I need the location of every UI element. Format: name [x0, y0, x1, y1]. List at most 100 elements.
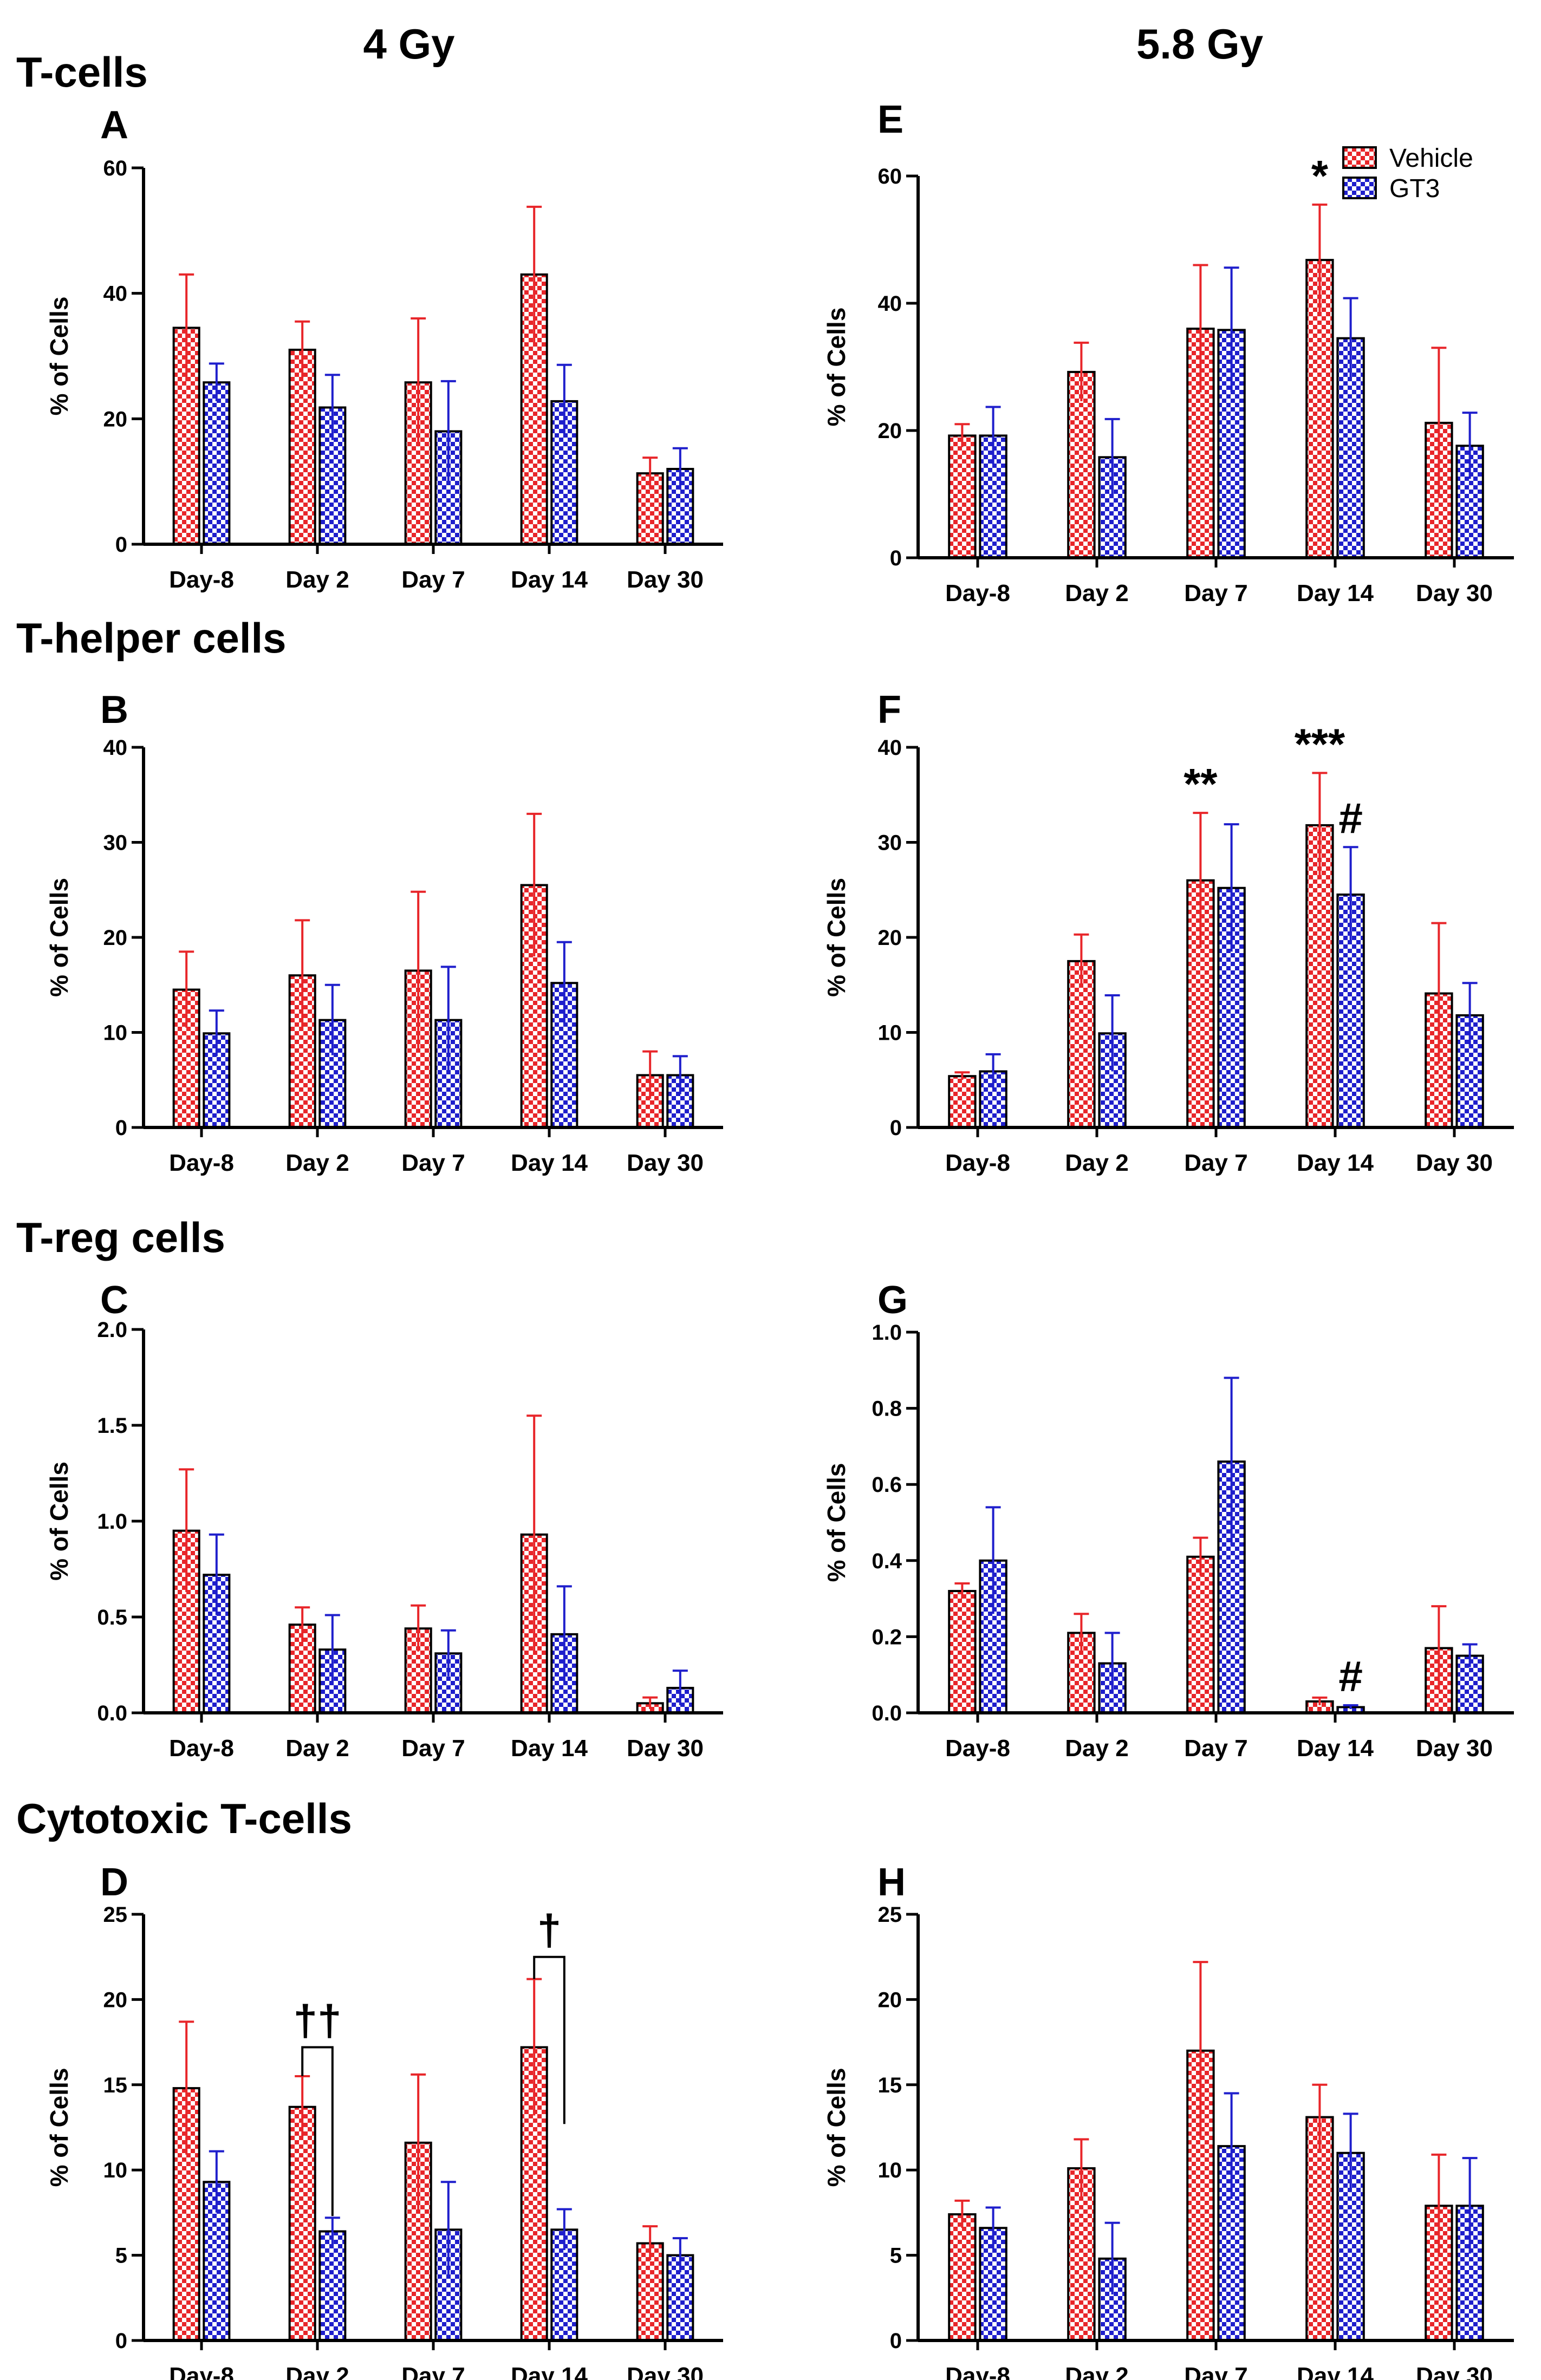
- x-tick-label-g-day-8: Day-8: [945, 1735, 1010, 1762]
- y-axis-label-a: % of Cells: [45, 297, 73, 416]
- panel-c-chart: C % of Cells 0.0 0.5 1.0 1.5 2.0 Day-8 Day 2 Day …: [45, 1279, 723, 1762]
- x-tick-label-g-day-30: Day 30: [1416, 1735, 1493, 1762]
- significance-marker-g-0: #: [1338, 1652, 1363, 1700]
- x-tick-label-f-day-30: Day 30: [1416, 1150, 1493, 1176]
- panel-g-chart: G % of Cells 0.0 0.2 0.4 0.6 0.8 1.0 Day-8 Day 2 D…: [822, 1279, 1514, 1762]
- x-tick-label-d-day-7: Day 7: [401, 2363, 465, 2380]
- y-tick-label-d-0: 0: [115, 2329, 127, 2353]
- bar-e-vehicle-day-8: [948, 434, 977, 559]
- x-tick-label-f-day-14: Day 14: [1297, 1150, 1374, 1176]
- x-tick-label-f-day-8: Day-8: [945, 1150, 1010, 1176]
- y-tick-label-f-0: 0: [890, 1116, 902, 1140]
- bar-f-vehicle-day-8: [948, 1075, 977, 1129]
- panel-d-chart: D % of Cells 0 5 10 15 20 25 Day-8 Day 2 Day 7 Day …: [45, 1861, 723, 2380]
- y-tick-label-g-3: 0.6: [872, 1473, 902, 1497]
- bar-d-vehicle-day-2: [288, 2105, 316, 2342]
- y-axis-label-f: % of Cells: [822, 878, 850, 997]
- significance-marker-f-2: #: [1338, 794, 1363, 842]
- bar-d-gt3-day-2: [318, 2230, 347, 2342]
- x-tick-label-e-day-8: Day-8: [945, 580, 1010, 607]
- y-tick-label-h-4: 20: [878, 1988, 902, 2012]
- legend-label-vehicle: Vehicle: [1389, 144, 1473, 173]
- bar-a-vehicle-day-2: [288, 348, 316, 546]
- y-tick-label-d-2: 10: [103, 2159, 128, 2182]
- bar-f-gt3-day-30: [1455, 1014, 1484, 1129]
- y-axis-label-h: % of Cells: [822, 2068, 850, 2187]
- panel-a-chart: A % of Cells 0 20 40 60 Day-8 Day 2 Day 7 Day 14 D…: [45, 103, 723, 593]
- panel-letter-f: F: [877, 688, 901, 732]
- y-tick-label-e-0: 0: [890, 546, 902, 570]
- bar-h-vehicle-day-8: [948, 2213, 977, 2342]
- x-tick-label-d-day-2: Day 2: [285, 2363, 349, 2380]
- y-axis-label-e: % of Cells: [822, 308, 850, 427]
- y-tick-label-f-2: 20: [878, 926, 902, 950]
- y-tick-label-e-1: 20: [878, 419, 902, 443]
- legend-label-gt3: GT3: [1389, 174, 1440, 203]
- row-title-t-cells: T-cells: [16, 48, 148, 96]
- y-tick-label-h-3: 15: [878, 2073, 902, 2097]
- x-tick-label-c-day-2: Day 2: [285, 1735, 349, 1762]
- row-title-t-helper-cells: T-helper cells: [16, 614, 287, 662]
- y-tick-label-h-5: 25: [878, 1903, 902, 1927]
- y-tick-label-g-5: 1.0: [872, 1321, 902, 1345]
- y-tick-label-c-3: 1.5: [97, 1414, 127, 1438]
- significance-marker-d-1: †: [537, 1906, 562, 1954]
- y-axis-label-c: % of Cells: [45, 1462, 73, 1581]
- y-tick-label-b-2: 20: [103, 926, 128, 950]
- row-title-t-reg-cells: T-reg cells: [16, 1214, 225, 1261]
- panel-letter-b: B: [100, 688, 128, 732]
- y-tick-label-g-1: 0.2: [872, 1625, 902, 1649]
- y-tick-label-b-4: 40: [103, 736, 128, 760]
- row-title-cytotoxic-t-cells: Cytotoxic T-cells: [16, 1795, 352, 1842]
- legend: Vehicle GT3: [1342, 144, 1473, 203]
- x-tick-label-h-day-2: Day 2: [1065, 2363, 1128, 2380]
- panel-b-chart: B % of Cells 0 10 20 30 40 Day-8 Day 2 Day 7 Day 1…: [45, 688, 723, 1176]
- panel-letter-c: C: [100, 1279, 128, 1322]
- x-tick-label-c-day-14: Day 14: [511, 1735, 588, 1762]
- x-tick-label-b-day-8: Day-8: [169, 1150, 234, 1176]
- x-tick-label-d-day-8: Day-8: [169, 2363, 234, 2380]
- y-tick-label-h-1: 5: [890, 2244, 902, 2268]
- x-tick-label-b-day-2: Day 2: [285, 1150, 349, 1176]
- x-tick-label-h-day-30: Day 30: [1416, 2363, 1493, 2380]
- y-axis-label-d: % of Cells: [45, 2068, 73, 2187]
- x-tick-label-a-day-2: Day 2: [285, 566, 349, 593]
- panel-f-chart: F % of Cells 0 10 20 30 40 Day-8 Day 2 Day 7 Day 1…: [822, 688, 1514, 1176]
- x-tick-label-g-day-14: Day 14: [1297, 1735, 1374, 1762]
- y-tick-label-b-0: 0: [115, 1116, 127, 1140]
- y-tick-label-a-2: 40: [103, 282, 128, 306]
- x-tick-label-e-day-7: Day 7: [1184, 580, 1247, 607]
- significance-marker-e-0: *: [1311, 152, 1329, 200]
- y-tick-label-b-3: 30: [103, 831, 128, 855]
- bar-g-vehicle-day-7: [1186, 1555, 1215, 1714]
- y-tick-label-f-3: 30: [878, 831, 902, 855]
- y-tick-label-d-4: 20: [103, 1988, 128, 2012]
- x-tick-label-h-day-8: Day-8: [945, 2363, 1010, 2380]
- y-tick-label-e-2: 40: [878, 292, 902, 316]
- legend-swatch-gt3: [1342, 177, 1377, 199]
- y-tick-label-c-4: 2.0: [97, 1318, 127, 1342]
- x-tick-label-a-day-14: Day 14: [511, 566, 588, 593]
- panel-h-chart: H % of Cells 0 5 10 15 20 25 Day-8 Day 2 Day 7 Day …: [822, 1861, 1514, 2380]
- y-tick-label-d-1: 5: [115, 2244, 127, 2268]
- panel-letter-a: A: [100, 103, 128, 147]
- panel-e-chart: E % of Cells 0 20 40 60 Day-8 Day 2 Day 7 Day 14 D…: [822, 98, 1514, 607]
- x-tick-label-g-day-2: Day 2: [1065, 1735, 1128, 1762]
- x-tick-label-h-day-14: Day 14: [1297, 2363, 1374, 2380]
- y-tick-label-g-2: 0.4: [872, 1549, 902, 1573]
- bar-a-vehicle-day-14: [520, 273, 548, 545]
- x-tick-label-f-day-7: Day 7: [1184, 1150, 1247, 1176]
- x-tick-label-d-day-30: Day 30: [627, 2363, 704, 2380]
- panel-letter-d: D: [100, 1861, 128, 1904]
- bar-g-vehicle-day-8: [948, 1590, 977, 1714]
- y-axis-label-b: % of Cells: [45, 878, 73, 997]
- y-tick-label-d-3: 15: [103, 2073, 128, 2097]
- bar-e-vehicle-day-14: [1305, 259, 1334, 559]
- y-tick-label-f-4: 40: [878, 736, 902, 760]
- x-tick-label-b-day-14: Day 14: [511, 1150, 588, 1176]
- y-tick-label-g-0: 0.0: [872, 1701, 902, 1725]
- x-tick-label-e-day-2: Day 2: [1065, 580, 1128, 607]
- panel-letter-h: H: [877, 1861, 906, 1904]
- y-tick-label-a-0: 0: [115, 533, 127, 557]
